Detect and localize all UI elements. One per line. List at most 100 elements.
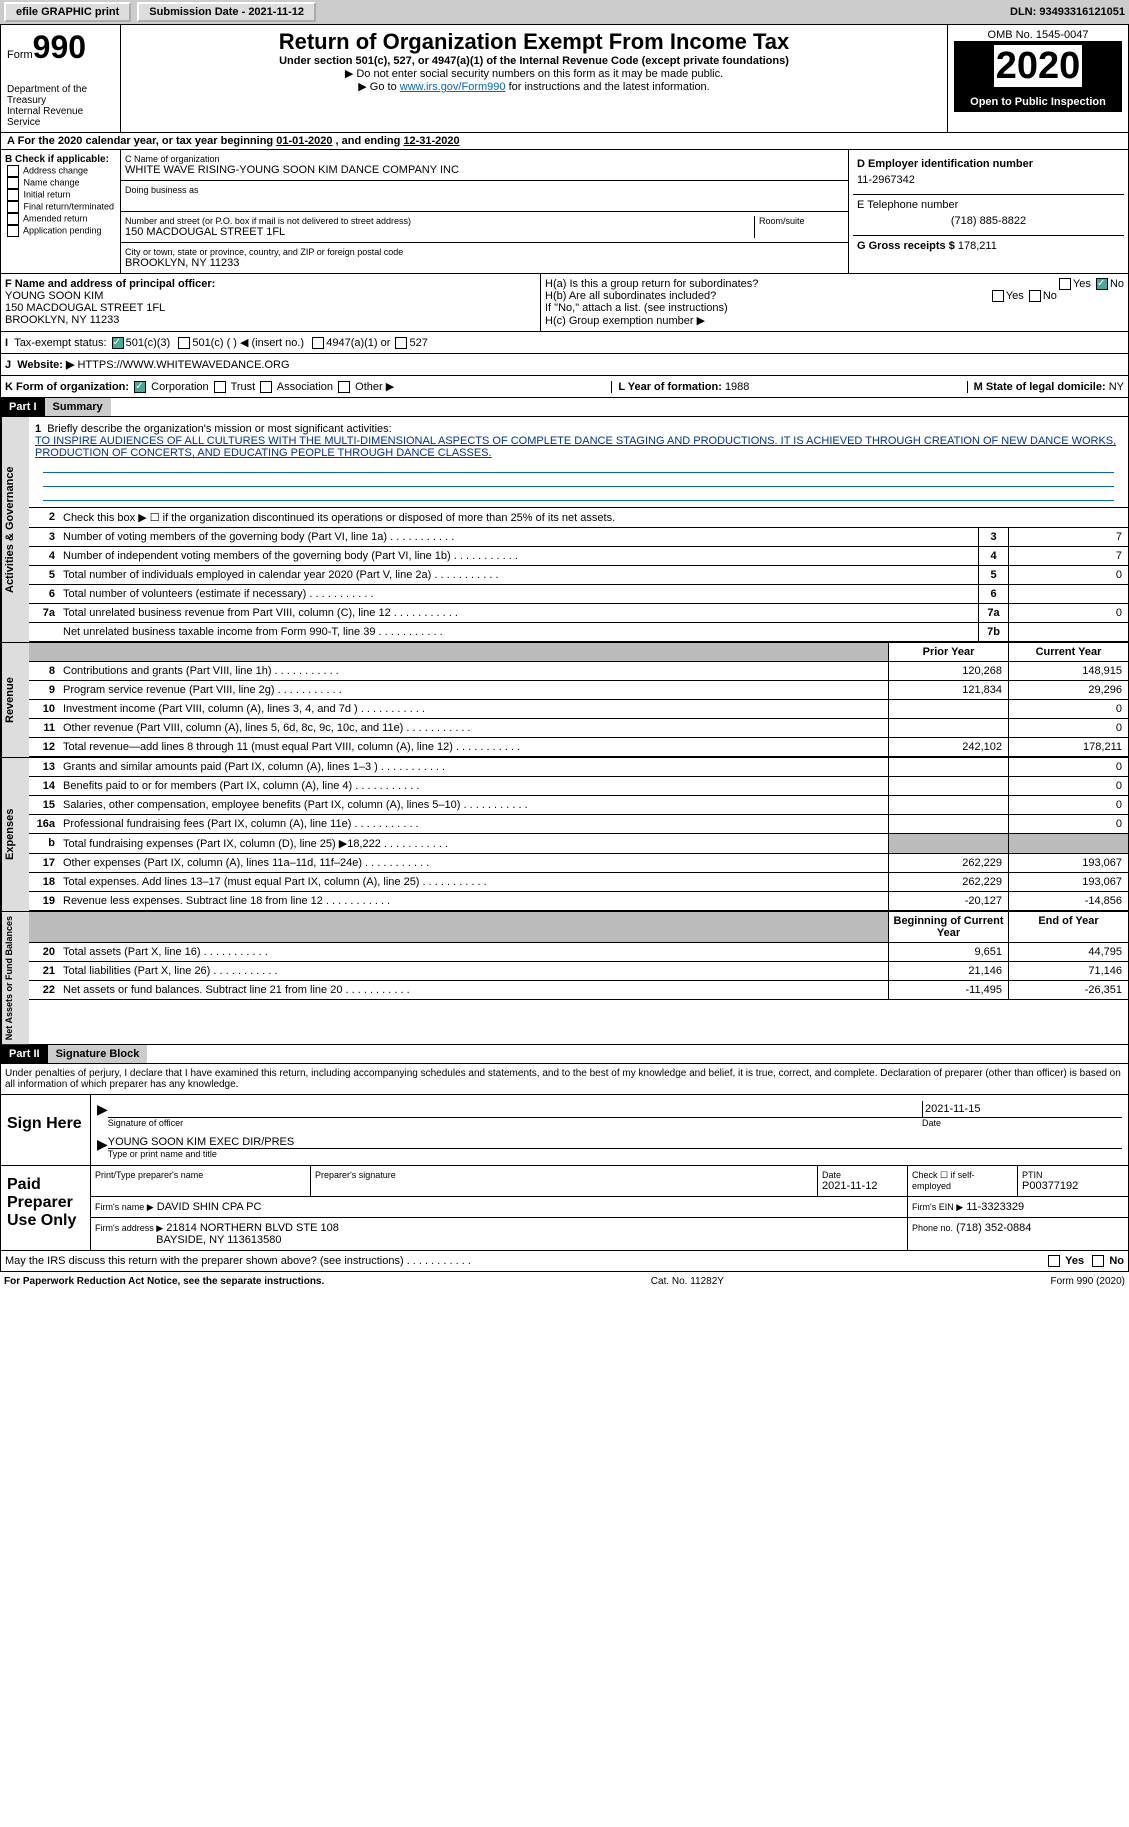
b-opt-checkbox[interactable] <box>7 165 19 177</box>
ha-yes-checkbox[interactable] <box>1059 278 1071 290</box>
discuss-no-checkbox[interactable] <box>1092 1255 1104 1267</box>
firm-name: DAVID SHIN CPA PC <box>157 1201 262 1213</box>
i-4947-checkbox[interactable] <box>312 337 324 349</box>
section-b-label: B Check if applicable: <box>5 154 109 165</box>
efile-print-button[interactable]: efile GRAPHIC print <box>4 2 131 22</box>
ha-no-checkbox[interactable] <box>1096 278 1108 290</box>
top-bar: efile GRAPHIC print Submission Date - 20… <box>0 0 1129 24</box>
fin-curr: 0 <box>1008 719 1128 737</box>
gov-row-val <box>1008 585 1128 603</box>
fin-prior <box>888 834 1008 853</box>
discuss-row: May the IRS discuss this return with the… <box>0 1251 1129 1272</box>
k-assoc-checkbox[interactable] <box>260 381 272 393</box>
fin-prior <box>888 758 1008 776</box>
hb-note: If "No," attach a list. (see instruction… <box>545 302 1124 314</box>
k-trust-checkbox[interactable] <box>214 381 226 393</box>
gov-row-box: 4 <box>978 547 1008 565</box>
fin-curr: 29,296 <box>1008 681 1128 699</box>
gov-row-box: 7a <box>978 604 1008 622</box>
ptin-lbl: PTIN <box>1022 1170 1124 1180</box>
irs-link[interactable]: www.irs.gov/Form990 <box>400 81 506 93</box>
part1-header: Part I <box>1 398 45 416</box>
gross-lbl: G Gross receipts $ <box>857 240 955 252</box>
gov-row-box: 6 <box>978 585 1008 603</box>
b-opt-checkbox[interactable] <box>7 177 19 189</box>
fin-row-desc: Other revenue (Part VIII, column (A), li… <box>59 719 888 737</box>
fin-curr: 193,067 <box>1008 873 1128 891</box>
i-501c3-checkbox[interactable] <box>112 337 124 349</box>
fin-prior: 262,229 <box>888 854 1008 872</box>
mission-text: TO INSPIRE AUDIENCES OF ALL CULTURES WIT… <box>35 435 1116 459</box>
date-lbl: Date <box>922 1118 1122 1128</box>
type-name-lbl: Type or print name and title <box>108 1149 1122 1159</box>
gov-row-desc: Total unrelated business revenue from Pa… <box>59 604 978 622</box>
ein-val: 11-2967342 <box>857 170 1120 190</box>
i-527-checkbox[interactable] <box>395 337 407 349</box>
fin-prior: 21,146 <box>888 962 1008 980</box>
fin-row-desc: Net assets or fund balances. Subtract li… <box>59 981 888 999</box>
subtitle-3b: for instructions and the latest informat… <box>506 81 710 93</box>
form-number: 990 <box>33 29 86 65</box>
fin-curr: 0 <box>1008 796 1128 814</box>
subtitle-2: ▶ Do not enter social security numbers o… <box>127 67 941 80</box>
fin-row-desc: Total assets (Part X, line 16) <box>59 943 888 961</box>
gov-row-desc: Number of independent voting members of … <box>59 547 978 565</box>
fin-prior <box>888 777 1008 795</box>
fin-prior <box>888 719 1008 737</box>
firm-phone-lbl: Phone no. <box>912 1223 953 1233</box>
fin-curr <box>1008 834 1128 853</box>
fin-curr: 0 <box>1008 700 1128 718</box>
subtitle-1: Under section 501(c), 527, or 4947(a)(1)… <box>127 55 941 67</box>
activities-governance-section: Activities & Governance 1 Briefly descri… <box>0 417 1129 643</box>
ptin-val: P00377192 <box>1022 1180 1124 1192</box>
phone-val: (718) 885-8822 <box>857 211 1120 231</box>
prior-year-hdr: Prior Year <box>888 643 1008 661</box>
officer-typed-name: YOUNG SOON KIM EXEC DIR/PRES <box>108 1136 1122 1149</box>
i-501c-checkbox[interactable] <box>178 337 190 349</box>
b-opt-checkbox[interactable] <box>7 225 19 237</box>
fin-row-desc: Salaries, other compensation, employee b… <box>59 796 888 814</box>
k-other-checkbox[interactable] <box>338 381 350 393</box>
officer-name: YOUNG SOON KIM <box>5 290 103 302</box>
gov-row-val <box>1008 623 1128 641</box>
expenses-section: Expenses 13Grants and similar amounts pa… <box>0 758 1129 912</box>
gov-row-desc: Net unrelated business taxable income fr… <box>59 623 978 641</box>
side-ag: Activities & Governance <box>1 417 29 642</box>
addr-lbl: Number and street (or P.O. box if mail i… <box>125 216 754 226</box>
gov-row-val: 0 <box>1008 604 1128 622</box>
open-inspection: Open to Public Inspection <box>954 92 1122 112</box>
q2-label: Check this box ▶ ☐ if the organization d… <box>59 508 1128 527</box>
form-footer: Form 990 (2020) <box>1051 1276 1125 1287</box>
paid-preparer-block: Paid Preparer Use Only Print/Type prepar… <box>0 1166 1129 1251</box>
ty-end: 12-31-2020 <box>403 135 459 147</box>
cat-no: Cat. No. 11282Y <box>651 1276 724 1287</box>
gross-val: 178,211 <box>958 240 997 252</box>
ein-lbl: D Employer identification number <box>857 158 1033 170</box>
gov-row-val: 7 <box>1008 528 1128 546</box>
fin-curr: 0 <box>1008 758 1128 776</box>
bcy-hdr: Beginning of Current Year <box>888 912 1008 942</box>
declaration-text: Under penalties of perjury, I declare th… <box>0 1064 1129 1095</box>
part2-header: Part II <box>1 1045 48 1063</box>
side-net: Net Assets or Fund Balances <box>1 912 29 1044</box>
prep-sig-lbl: Preparer's signature <box>315 1170 813 1180</box>
b-opt-checkbox[interactable] <box>7 201 19 213</box>
tax-year: 2020 <box>954 41 1122 92</box>
fin-prior <box>888 815 1008 833</box>
gov-row-desc: Number of voting members of the governin… <box>59 528 978 546</box>
officer-city: BROOKLYN, NY 11233 <box>5 314 119 326</box>
sig-officer-lbl: Signature of officer <box>108 1118 922 1128</box>
current-year-hdr: Current Year <box>1008 643 1128 661</box>
year-formation: 1988 <box>725 381 749 393</box>
b-opt-checkbox[interactable] <box>7 213 19 225</box>
fin-prior: 9,651 <box>888 943 1008 961</box>
side-exp: Expenses <box>1 758 29 911</box>
fin-row-desc: Program service revenue (Part VIII, line… <box>59 681 888 699</box>
hb-no-checkbox[interactable] <box>1029 290 1041 302</box>
discuss-yes-checkbox[interactable] <box>1048 1255 1060 1267</box>
k-corp-checkbox[interactable] <box>134 381 146 393</box>
b-opt-checkbox[interactable] <box>7 189 19 201</box>
fin-curr: 0 <box>1008 777 1128 795</box>
hb-yes-checkbox[interactable] <box>992 290 1004 302</box>
fin-row-desc: Investment income (Part VIII, column (A)… <box>59 700 888 718</box>
